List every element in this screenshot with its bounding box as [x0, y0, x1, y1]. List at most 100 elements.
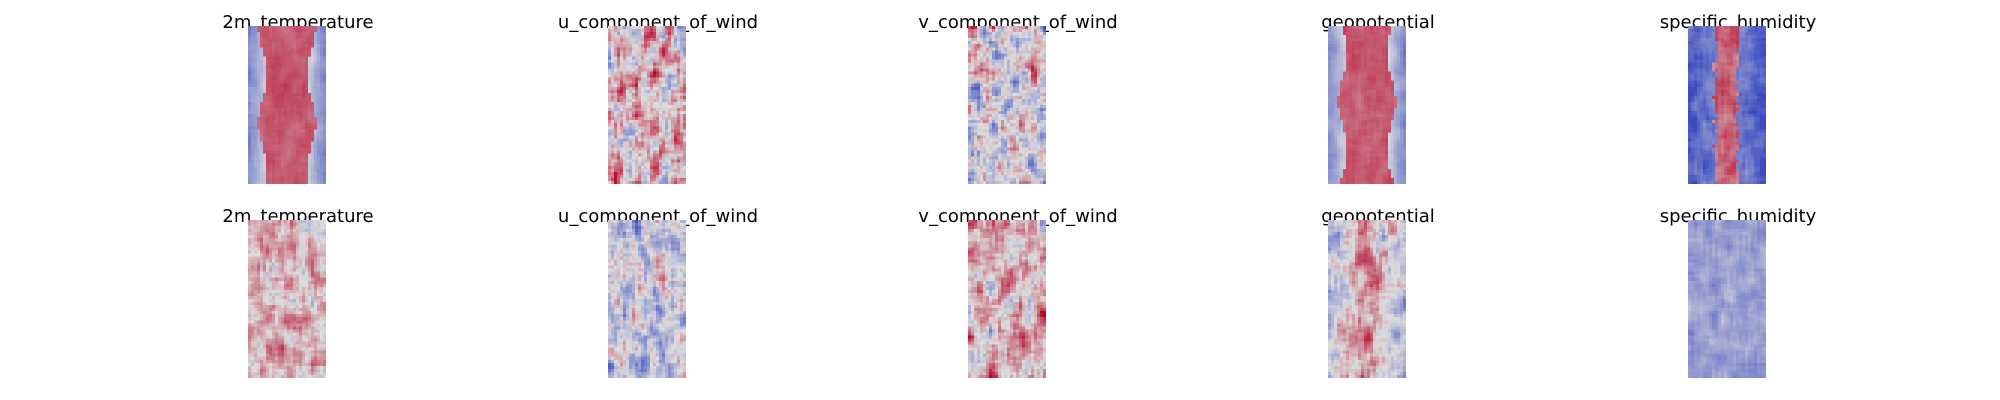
heatmap-cell [290, 111, 294, 115]
heatmap-cell [290, 147, 294, 151]
heatmap-cell [320, 138, 324, 142]
heatmap-cell [632, 126, 636, 130]
heatmap-cell [683, 92, 686, 97]
heatmap-cell [263, 111, 267, 115]
heatmap-cell [311, 141, 315, 145]
heatmap-cell [1028, 89, 1032, 94]
heatmap-cell [1004, 35, 1008, 39]
heatmap-cell [1367, 26, 1371, 30]
heatmap-cell [1016, 65, 1020, 69]
heatmap-cell [281, 44, 285, 48]
heatmap-cell [608, 44, 612, 48]
heatmap-cell [1370, 83, 1374, 88]
heatmap-cell [1403, 108, 1406, 112]
heatmap-cell [1355, 68, 1359, 72]
heatmap-cell [1022, 105, 1026, 109]
heatmap-cell [647, 38, 651, 42]
heatmap-cell [311, 77, 315, 81]
heatmap-cell [677, 144, 681, 148]
heatmap-cell [1016, 111, 1020, 115]
heatmap-cell [248, 171, 252, 176]
heatmap-cell [272, 168, 276, 173]
heatmap-cell [1394, 29, 1398, 33]
heatmap-cell [1043, 180, 1046, 184]
heatmap-cell [665, 47, 669, 51]
heatmap-cell [680, 141, 684, 145]
heatmap-cell [659, 177, 663, 182]
heatmap-cell [1361, 98, 1365, 103]
heatmap-cell [320, 95, 324, 100]
heatmap-cell [266, 68, 270, 72]
heatmap-cell [314, 47, 318, 51]
heatmap-cell [254, 111, 258, 115]
heatmap-cell [1352, 77, 1356, 81]
heatmap-cell [320, 135, 324, 139]
heatmap-cell [665, 29, 669, 33]
heatmap-cell [317, 59, 321, 63]
heatmap-cell [1004, 71, 1008, 75]
heatmap-cell [320, 50, 324, 54]
heatmap-cell [683, 50, 686, 54]
heatmap-cell [626, 114, 630, 118]
heatmap-cell [278, 126, 282, 130]
heatmap-cell [308, 71, 312, 75]
heatmap-cell [647, 126, 651, 130]
heatmap-cell [680, 80, 684, 85]
heatmap-cell [995, 117, 999, 121]
heatmap-cell [668, 68, 672, 72]
heatmap-cell [674, 65, 678, 69]
heatmap-cell [272, 162, 276, 167]
heatmap-cell [1403, 29, 1406, 33]
heatmap-cell [311, 153, 315, 157]
heatmap-cell [1007, 83, 1011, 88]
heatmap-cell [1022, 89, 1026, 94]
heatmap-cell [1025, 171, 1029, 176]
heatmap-cell [1400, 123, 1404, 127]
heatmap-cell [1022, 144, 1026, 148]
heatmap-cell [1388, 111, 1392, 115]
heatmap-cell [302, 95, 306, 100]
heatmap-cell [656, 141, 660, 145]
heatmap-cell [314, 177, 318, 182]
heatmap-cell [1031, 53, 1035, 57]
heatmap-cell [611, 32, 615, 36]
heatmap-cell [284, 120, 288, 124]
heatmap-cell [1019, 62, 1023, 66]
heatmap-cell [251, 129, 255, 133]
heatmap-cell [296, 171, 300, 176]
heatmap-cell [1007, 120, 1011, 124]
heatmap-cell [986, 105, 990, 109]
heatmap-cell [632, 180, 636, 184]
heatmap-cell [653, 168, 657, 173]
heatmap-cell [1010, 105, 1014, 109]
heatmap-cell [290, 62, 294, 66]
heatmap-cell [248, 53, 252, 57]
heatmap-cell [1394, 101, 1398, 106]
heatmap-cell [1031, 129, 1035, 133]
heatmap-cell [653, 105, 657, 109]
heatmap-cell [317, 165, 321, 170]
heatmap-cell [647, 77, 651, 81]
heatmap-cell [1334, 120, 1338, 124]
heatmap-cell [992, 135, 996, 139]
heatmap-cell [1025, 98, 1029, 103]
heatmap-cell [1022, 156, 1026, 160]
heatmap-cell [272, 105, 276, 109]
heatmap-cell [278, 156, 282, 160]
heatmap-cell [1019, 180, 1023, 184]
heatmap-cell [305, 47, 309, 51]
heatmap-cell [284, 83, 288, 88]
heatmap-cell [1034, 168, 1038, 173]
heatmap-cell [1394, 26, 1398, 30]
heatmap-cell [638, 135, 642, 139]
heatmap-cell [1403, 101, 1406, 106]
heatmap-cell [1025, 92, 1029, 97]
heatmap-cell [977, 101, 981, 106]
heatmap-cell [1349, 98, 1353, 103]
heatmap-cell [635, 156, 639, 160]
heatmap-cell [320, 80, 324, 85]
heatmap-cell [995, 129, 999, 133]
heatmap-cell [665, 68, 669, 72]
heatmap-cell [1394, 71, 1398, 75]
heatmap-cell [1400, 92, 1404, 97]
